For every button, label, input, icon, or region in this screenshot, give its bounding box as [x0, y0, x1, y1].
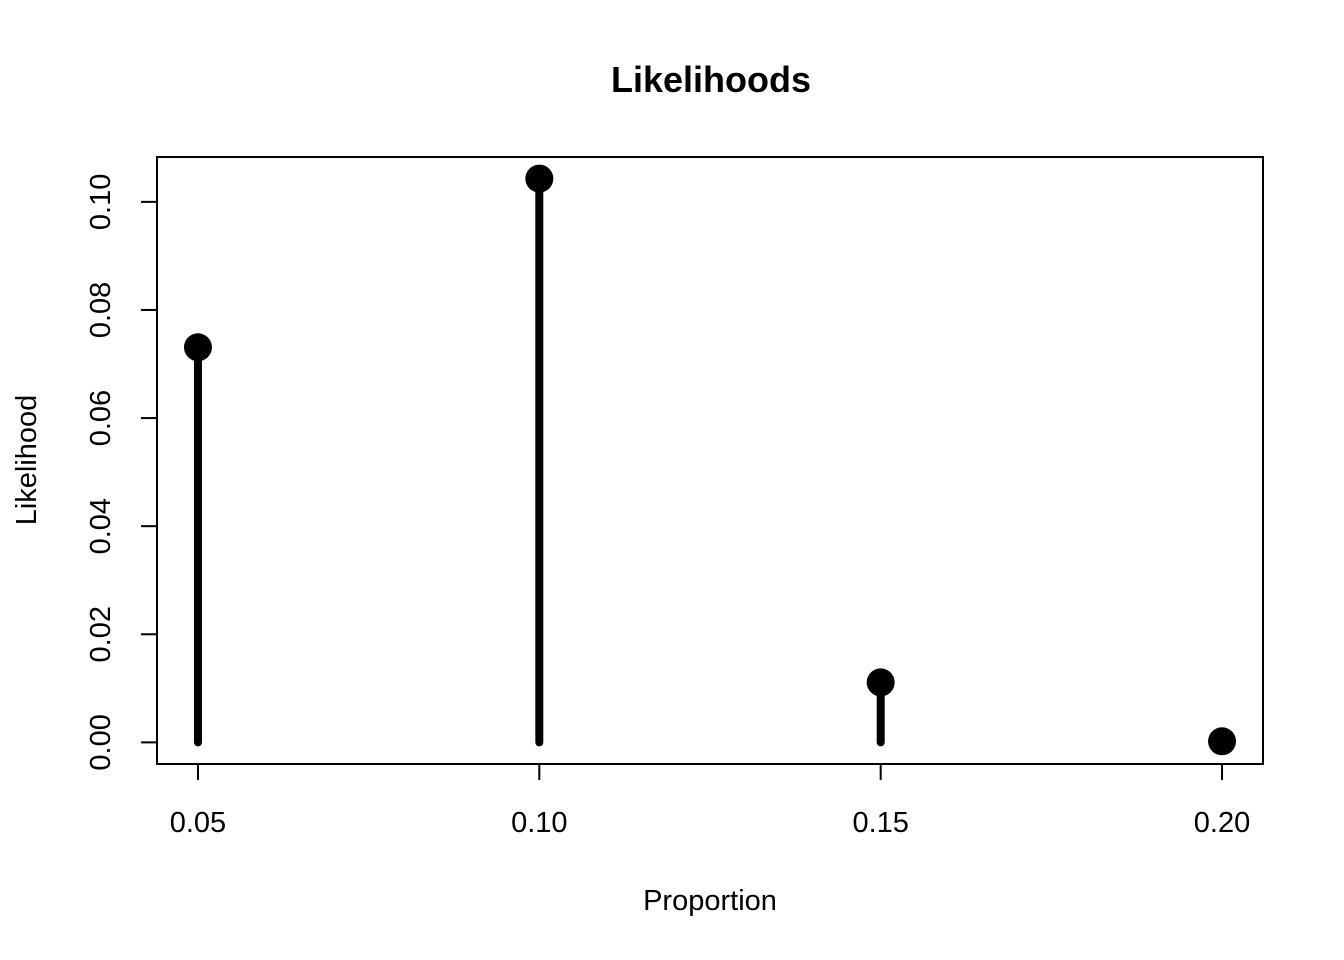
- x-tick-label: 0.15: [852, 807, 908, 839]
- x-tick-label: 0.05: [170, 807, 226, 839]
- plot-frame: [156, 156, 1264, 765]
- data-point: [866, 668, 895, 697]
- x-tick-label: 0.20: [1194, 807, 1250, 839]
- x-axis-label: Proportion: [643, 885, 777, 917]
- y-tick-label: 0.08: [85, 282, 117, 338]
- y-tick-label: 0.06: [85, 390, 117, 446]
- chart-title: Likelihoods: [611, 59, 811, 100]
- y-tick-label: 0.00: [85, 714, 117, 770]
- x-axis: 0.05 0.10 0.15 0.20: [170, 763, 1250, 839]
- x-tick-label: 0.10: [511, 807, 567, 839]
- data-point: [525, 164, 554, 193]
- y-axis: 0.00 0.02 0.04 0.06 0.08 0.10: [85, 174, 158, 771]
- y-tick-label: 0.10: [85, 174, 117, 230]
- data-point: [183, 333, 212, 362]
- y-axis-label: Likelihood: [11, 395, 43, 526]
- y-tick-label: 0.04: [85, 498, 117, 554]
- data-marks: [183, 164, 1237, 756]
- data-point: [1208, 727, 1237, 756]
- y-tick-label: 0.02: [85, 606, 117, 662]
